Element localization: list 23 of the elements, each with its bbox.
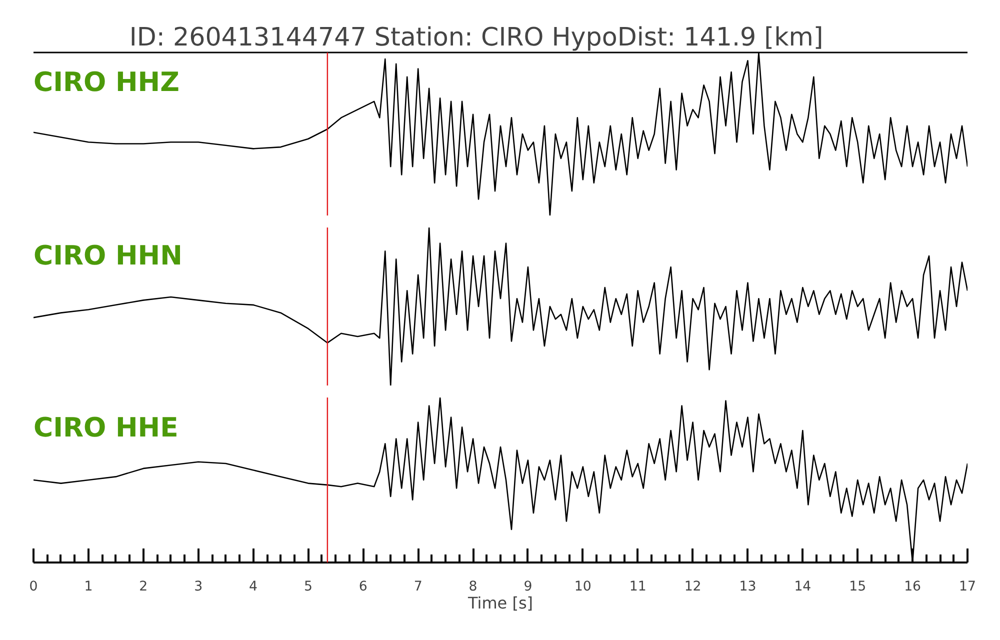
x-tick-label: 14 (794, 580, 812, 594)
x-tick-label: 15 (849, 580, 866, 594)
series-label: CIRO HHZ (34, 67, 180, 98)
x-tick-label: 9 (524, 580, 532, 594)
series-label: CIRO HHN (34, 240, 182, 272)
x-tick-label: 10 (574, 580, 592, 594)
x-tick-label: 13 (739, 580, 756, 594)
x-tick-label: 3 (194, 580, 203, 594)
x-tick-label: 6 (358, 580, 368, 594)
x-tick-label: 16 (904, 580, 922, 594)
x-tick-label: 1 (84, 580, 93, 594)
x-axis-title: Time [s] (466, 594, 534, 612)
x-tick-label: 12 (684, 580, 702, 594)
x-tick-label: 4 (249, 580, 258, 594)
x-tick-label: 2 (139, 580, 148, 594)
x-tick-label: 17 (959, 580, 976, 594)
x-tick-label: 5 (304, 580, 312, 594)
x-tick-label: 8 (468, 580, 478, 594)
x-tick-label: 7 (414, 580, 422, 594)
x-tick-label: 0 (29, 580, 38, 594)
x-tick-label: 11 (629, 580, 646, 594)
series-label: CIRO HHE (34, 412, 178, 444)
chart-title: ID: 260413144747 Station: CIRO HypoDist: 141.9 [km] (129, 22, 824, 52)
